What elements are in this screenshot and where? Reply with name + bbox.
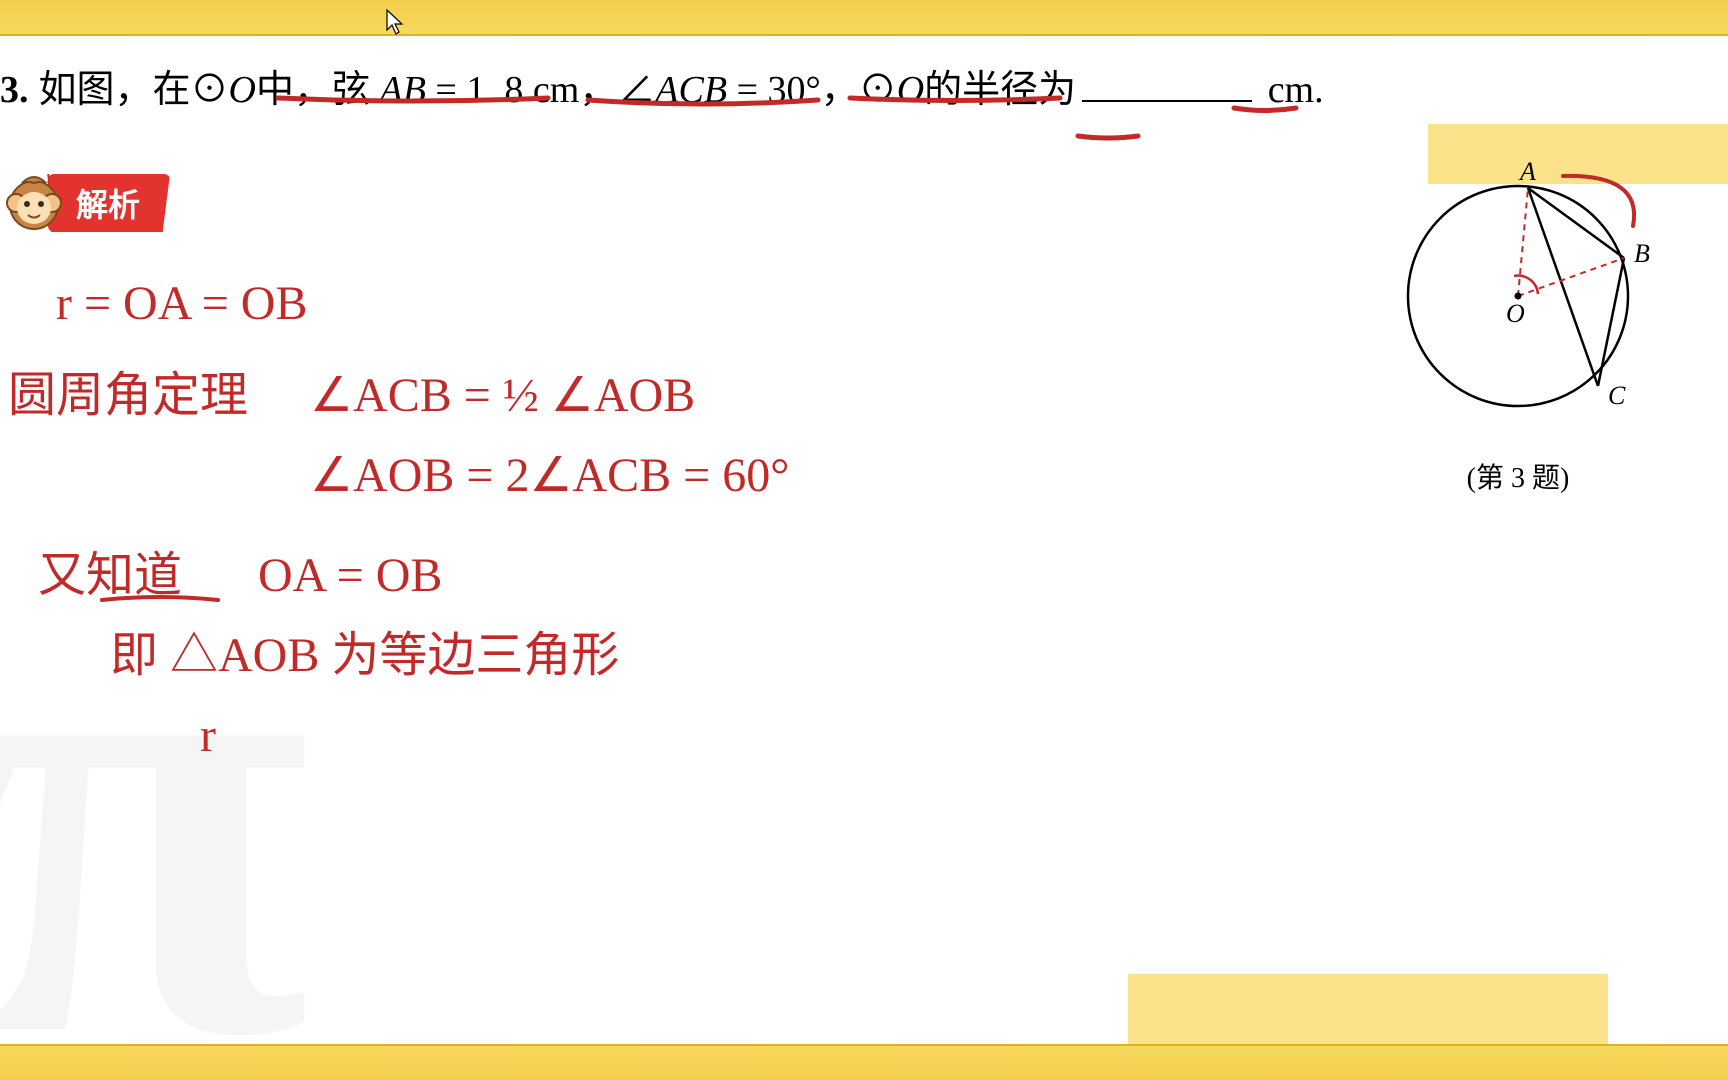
handwritten-step: r = OA = OB: [56, 274, 307, 334]
handwritten-step: 即 △AOB 为等边三角形: [110, 626, 619, 686]
svg-text:B: B: [1634, 239, 1650, 268]
question-text: 3.如图，在⊙O中，弦 AB = 1. 8 cm，∠ACB = 30°，⊙O的半…: [0, 60, 1688, 121]
question-number: 3.: [0, 69, 29, 111]
diagram-caption: (第 3 题): [1348, 456, 1688, 496]
hand-underline: [100, 592, 220, 606]
svg-text:A: A: [1518, 157, 1536, 186]
svg-text:O: O: [1506, 299, 1525, 328]
svg-text:!: !: [46, 172, 51, 187]
answer-blank: [1082, 60, 1252, 102]
handwritten-step: ∠ACB = ½ ∠AOB: [310, 366, 695, 426]
handwritten-step: 圆周角定理: [8, 366, 248, 426]
page-body: π 3.如图，在⊙O中，弦 AB = 1. 8 cm，∠ACB = 30°，⊙O…: [0, 36, 1728, 1044]
svg-text:C: C: [1608, 381, 1626, 410]
analysis-badge: ! 解析: [2, 171, 170, 235]
window-frame-top: [0, 0, 1728, 36]
geometry-diagram: A B C O (第 3 题): [1348, 146, 1688, 496]
handwritten-step: r: [200, 706, 216, 766]
handwritten-step: OA = OB: [258, 546, 442, 606]
decor-patch: [1128, 974, 1608, 1044]
analysis-label: 解析: [48, 174, 170, 232]
monkey-icon: !: [2, 171, 66, 235]
handwritten-step: ∠AOB = 2∠ACB = 60°: [310, 446, 789, 506]
